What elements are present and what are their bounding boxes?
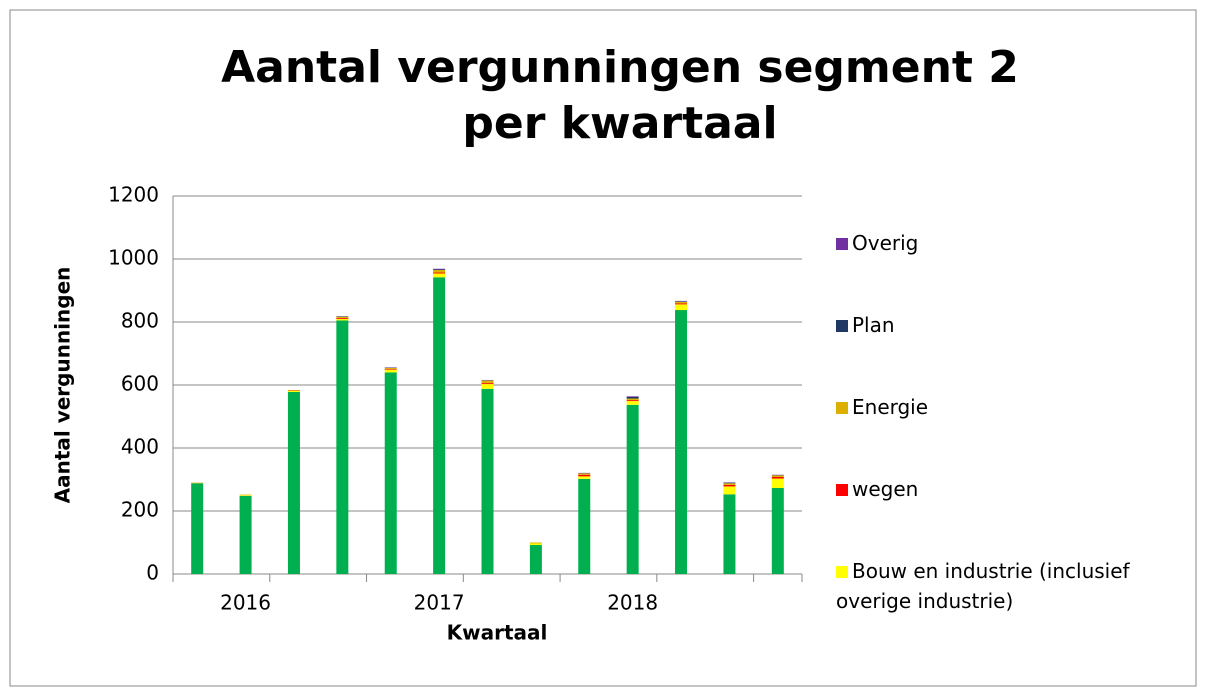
bar-segment [336,318,349,321]
bar-segment [578,478,591,574]
bar-segment [481,380,494,384]
bar-segment [287,390,300,392]
bar-segment [239,495,252,496]
legend-entry: Bouw en industrie (inclusief overige ind… [836,556,1176,616]
bar-segment [626,401,639,405]
bar-segment [287,391,300,574]
legend-entry: Plan [836,310,1176,340]
x-tick-label: 2018 [607,591,658,615]
y-tick-label: 600 [121,372,159,396]
y-tick-label: 0 [146,561,159,585]
bar-segment [481,383,494,385]
x-axis-label: Kwartaal [447,621,548,645]
bar-segment [771,478,784,489]
bar-segment [578,473,591,475]
bar-segment [626,398,639,401]
bar-segment [481,388,494,574]
bar-segment [481,384,494,389]
bar-segment [675,301,688,304]
legend-entry: Energie [836,392,1176,422]
bar-segment [529,542,542,544]
bar-segment [675,301,688,302]
x-tick-label: 2017 [414,591,465,615]
bar-segment [239,494,252,496]
legend-entry: Overig [836,228,1176,258]
chart-title: Aantal vergunningen segment 2 per kwarta… [221,42,1019,149]
bar-segment [529,545,542,574]
bar-segment [433,270,446,273]
bar-segment [239,495,252,574]
y-axis-label: Aantal vergunningen [51,267,75,504]
bar-segment [626,396,639,399]
y-tick-label: 200 [121,498,159,522]
chart-border [9,9,1197,687]
bar-segment [626,396,639,397]
bar-segment [723,484,736,487]
bar-segment [336,317,349,319]
bar-segment [675,303,688,305]
bar-segment [384,367,397,370]
bar-segment [433,269,446,271]
legend-label: Energie [852,395,929,419]
legend-label: Plan [852,313,895,337]
bar-segment [191,482,204,484]
legend-swatch [836,238,848,250]
bar-segment [336,320,349,574]
x-tick-label: 2016 [220,591,271,615]
legend-swatch [836,566,848,578]
bar-segment [529,543,542,546]
y-tick-label: 1200 [108,183,159,207]
bar-segment [336,316,349,318]
bar-segment [723,483,736,485]
bar-segment [578,474,591,477]
legend-label: Bouw en industrie (inclusief overige ind… [836,559,1130,613]
bar-segment [723,486,736,495]
bar-segment [384,372,397,574]
bar-segment [675,304,688,311]
legend-swatch [836,484,848,496]
legend-label: wegen [852,477,919,501]
y-tick-label: 400 [121,435,159,459]
legend-entry: wegen [836,474,1176,504]
bar-segment [771,476,784,479]
bar-segment [771,475,784,477]
bar-segment [723,482,736,484]
bar-segment [578,476,591,479]
bar-segment [675,310,688,574]
bar-segment [433,273,446,278]
y-tick-label: 800 [121,309,159,333]
legend-swatch [836,402,848,414]
legend-swatch [836,320,848,332]
y-tick-label: 1000 [108,246,159,270]
bar-segment [626,404,639,574]
bar-segment [723,494,736,574]
bar-segment [191,483,204,574]
bar-segment [626,400,639,402]
bar-segment [771,488,784,574]
bar-segment [433,272,446,274]
bar-segment [384,369,397,373]
legend-label: Overig [852,231,919,255]
bar-segment [433,268,446,270]
bar-segment [384,369,397,370]
bar-segment [287,390,300,391]
bar-segment [433,277,446,574]
